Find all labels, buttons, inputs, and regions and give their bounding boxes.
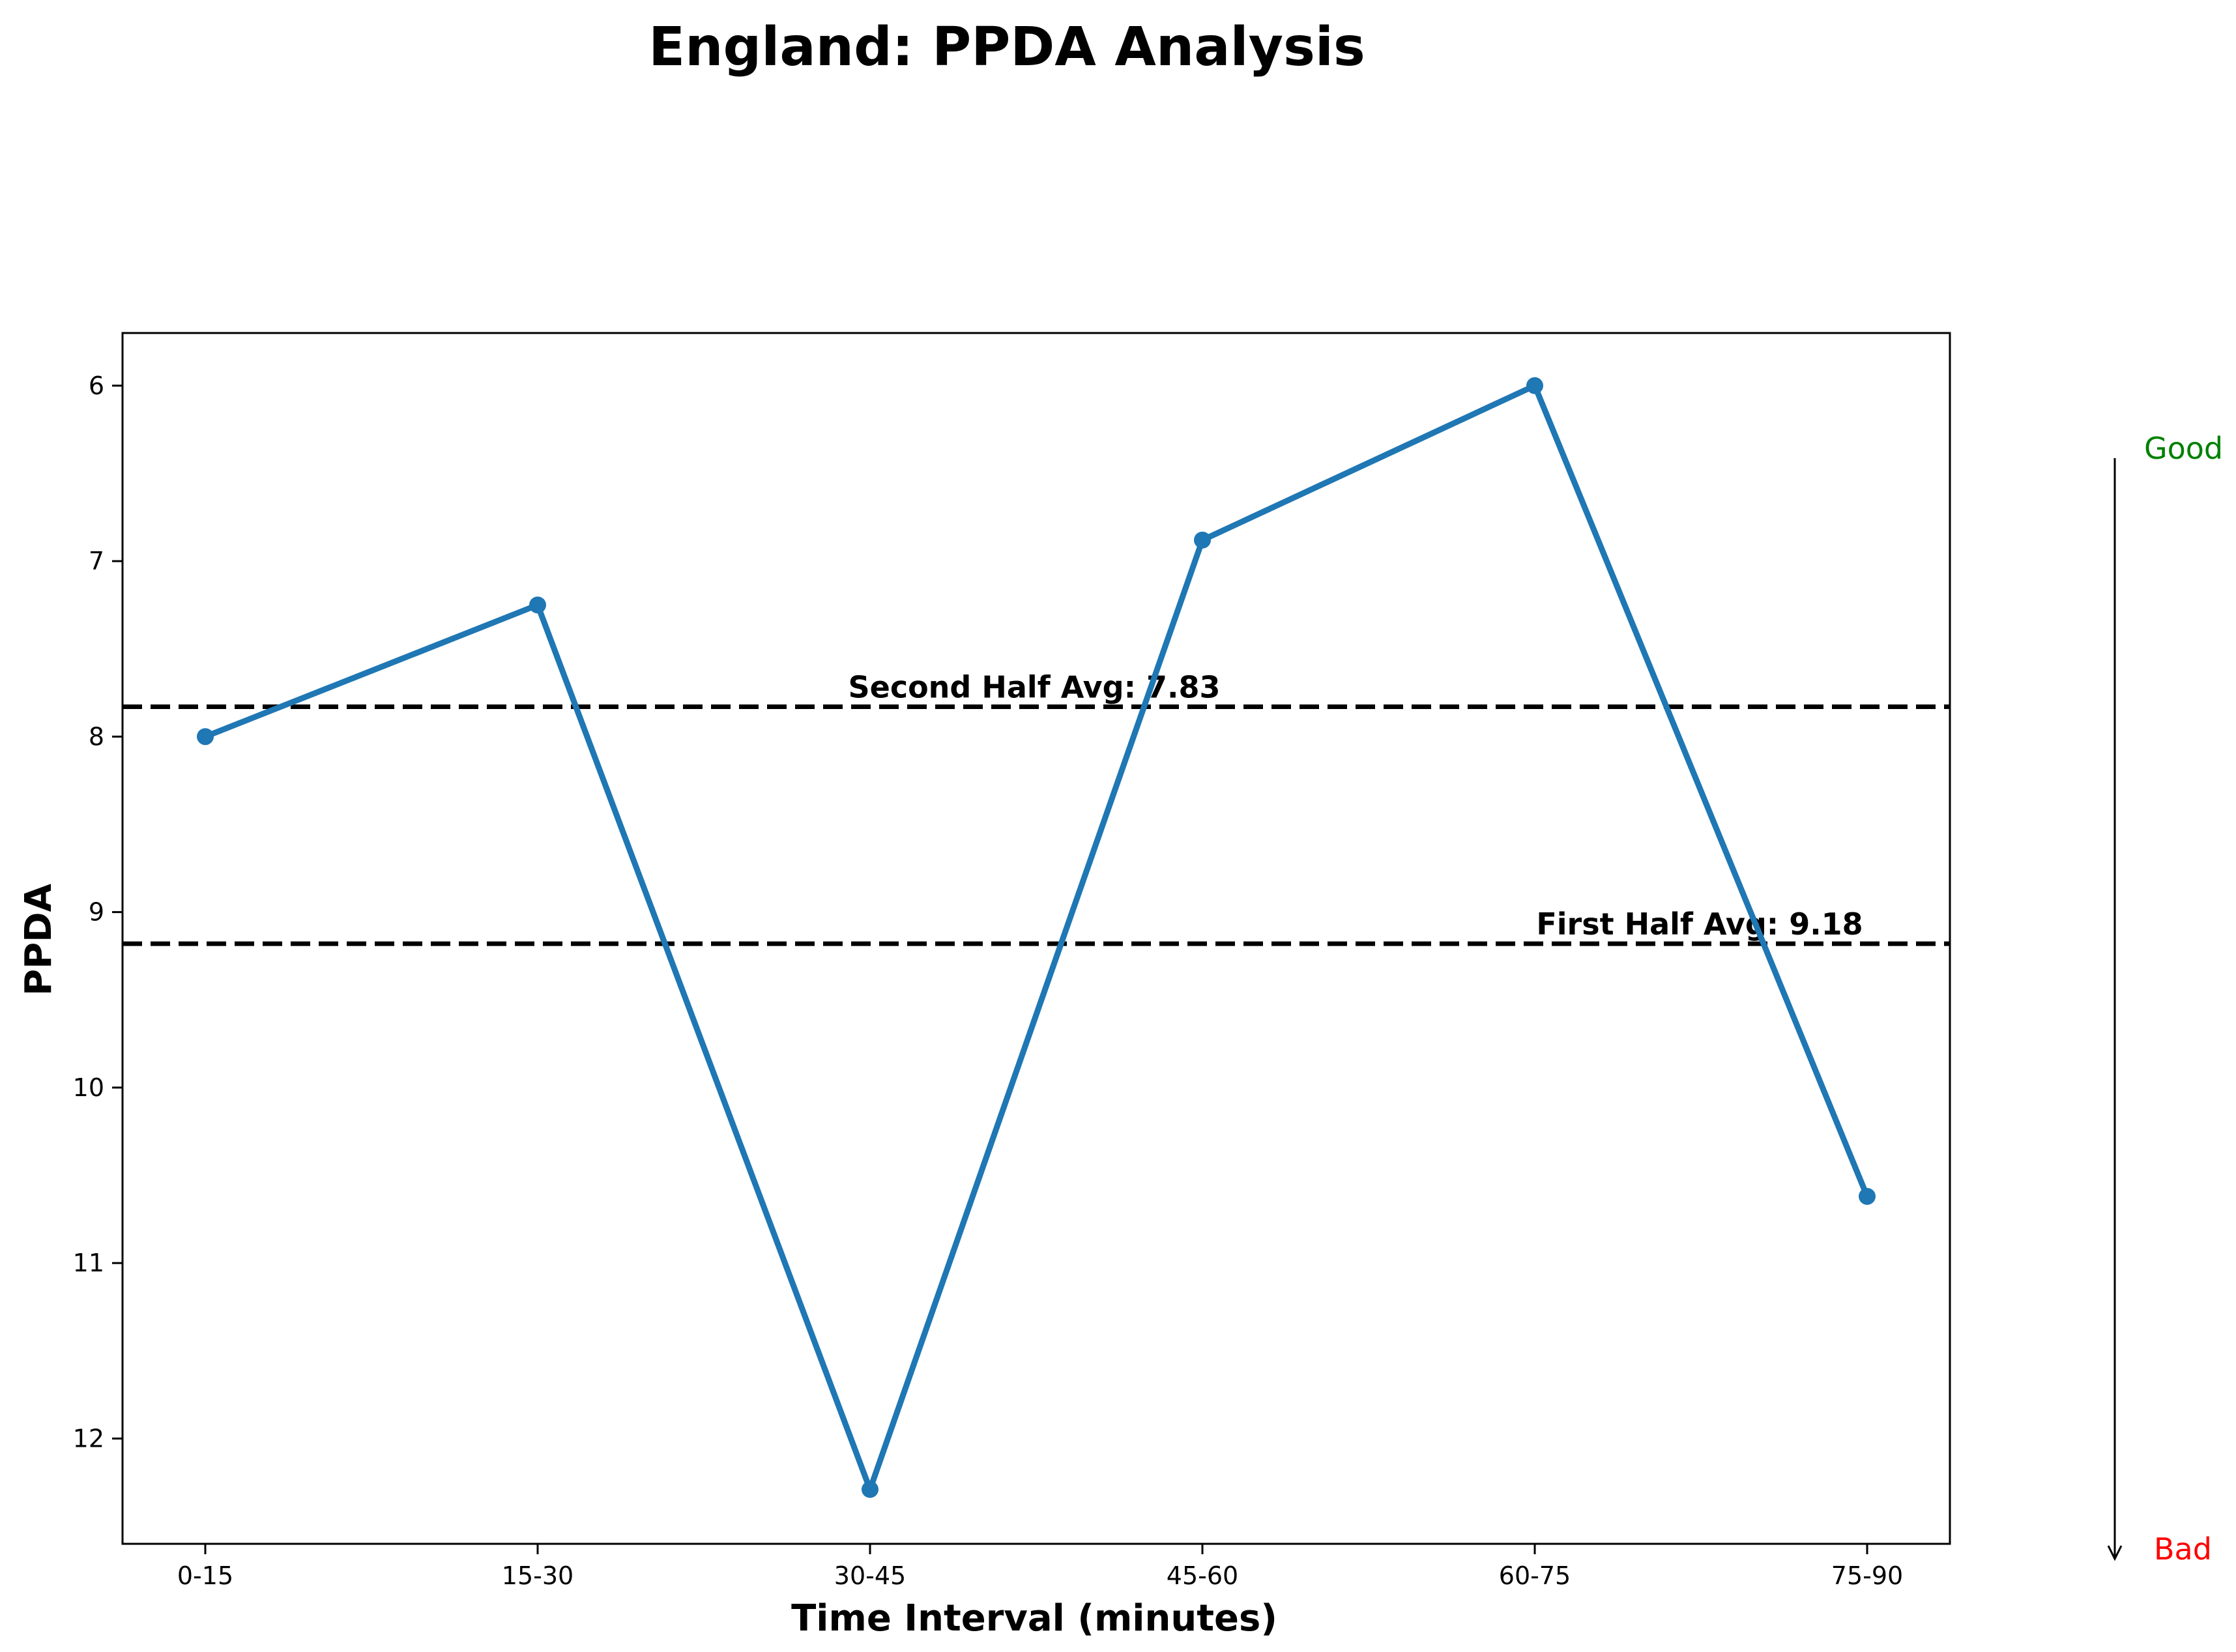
reference-line-label: Second Half Avg: 7.83 bbox=[848, 670, 1220, 705]
x-tick-label: 30-45 bbox=[834, 1561, 906, 1590]
y-tick-label: 11 bbox=[73, 1249, 104, 1277]
y-tick-label: 9 bbox=[89, 898, 104, 927]
chart-title: England: PPDA Analysis bbox=[648, 16, 1365, 78]
indicator-bad-label: Bad bbox=[2154, 1531, 2212, 1567]
plot-frame bbox=[121, 332, 1951, 1545]
reference-line-label: First Half Avg: 9.18 bbox=[1536, 906, 1863, 942]
x-tick-label: 45-60 bbox=[1167, 1561, 1238, 1590]
series-line bbox=[202, 383, 1870, 1493]
x-tick-label: 15-30 bbox=[502, 1561, 574, 1590]
y-tick-label: 6 bbox=[89, 371, 104, 400]
x-tick-label: 0-15 bbox=[177, 1561, 233, 1590]
plot-area: 6 7 8 9 10 11 12 0-15 15-30 30-45 45-60 60-75 75-90 S… bbox=[73, 332, 1951, 1590]
data-point bbox=[529, 596, 546, 614]
indicator-good-label: Good bbox=[2144, 431, 2223, 466]
y-tick-label: 7 bbox=[89, 547, 104, 575]
x-axis-label: Time Interval (minutes) bbox=[791, 1597, 1277, 1640]
y-tick-label: 10 bbox=[73, 1073, 104, 1102]
y-tick-label: 12 bbox=[73, 1424, 104, 1453]
data-point bbox=[862, 1481, 878, 1498]
indicator-arrow-head bbox=[2107, 1545, 2123, 1561]
data-point bbox=[1526, 377, 1543, 394]
data-point bbox=[197, 728, 214, 746]
good-bad-indicator: Good Bad bbox=[2107, 431, 2223, 1567]
x-tick-label: 60-75 bbox=[1499, 1561, 1571, 1590]
y-tick-label: 8 bbox=[89, 722, 104, 751]
data-point bbox=[1194, 531, 1211, 549]
data-point bbox=[1859, 1187, 1876, 1205]
x-tick-label: 75-90 bbox=[1831, 1561, 1903, 1590]
y-axis-label: PPDA bbox=[18, 883, 60, 996]
